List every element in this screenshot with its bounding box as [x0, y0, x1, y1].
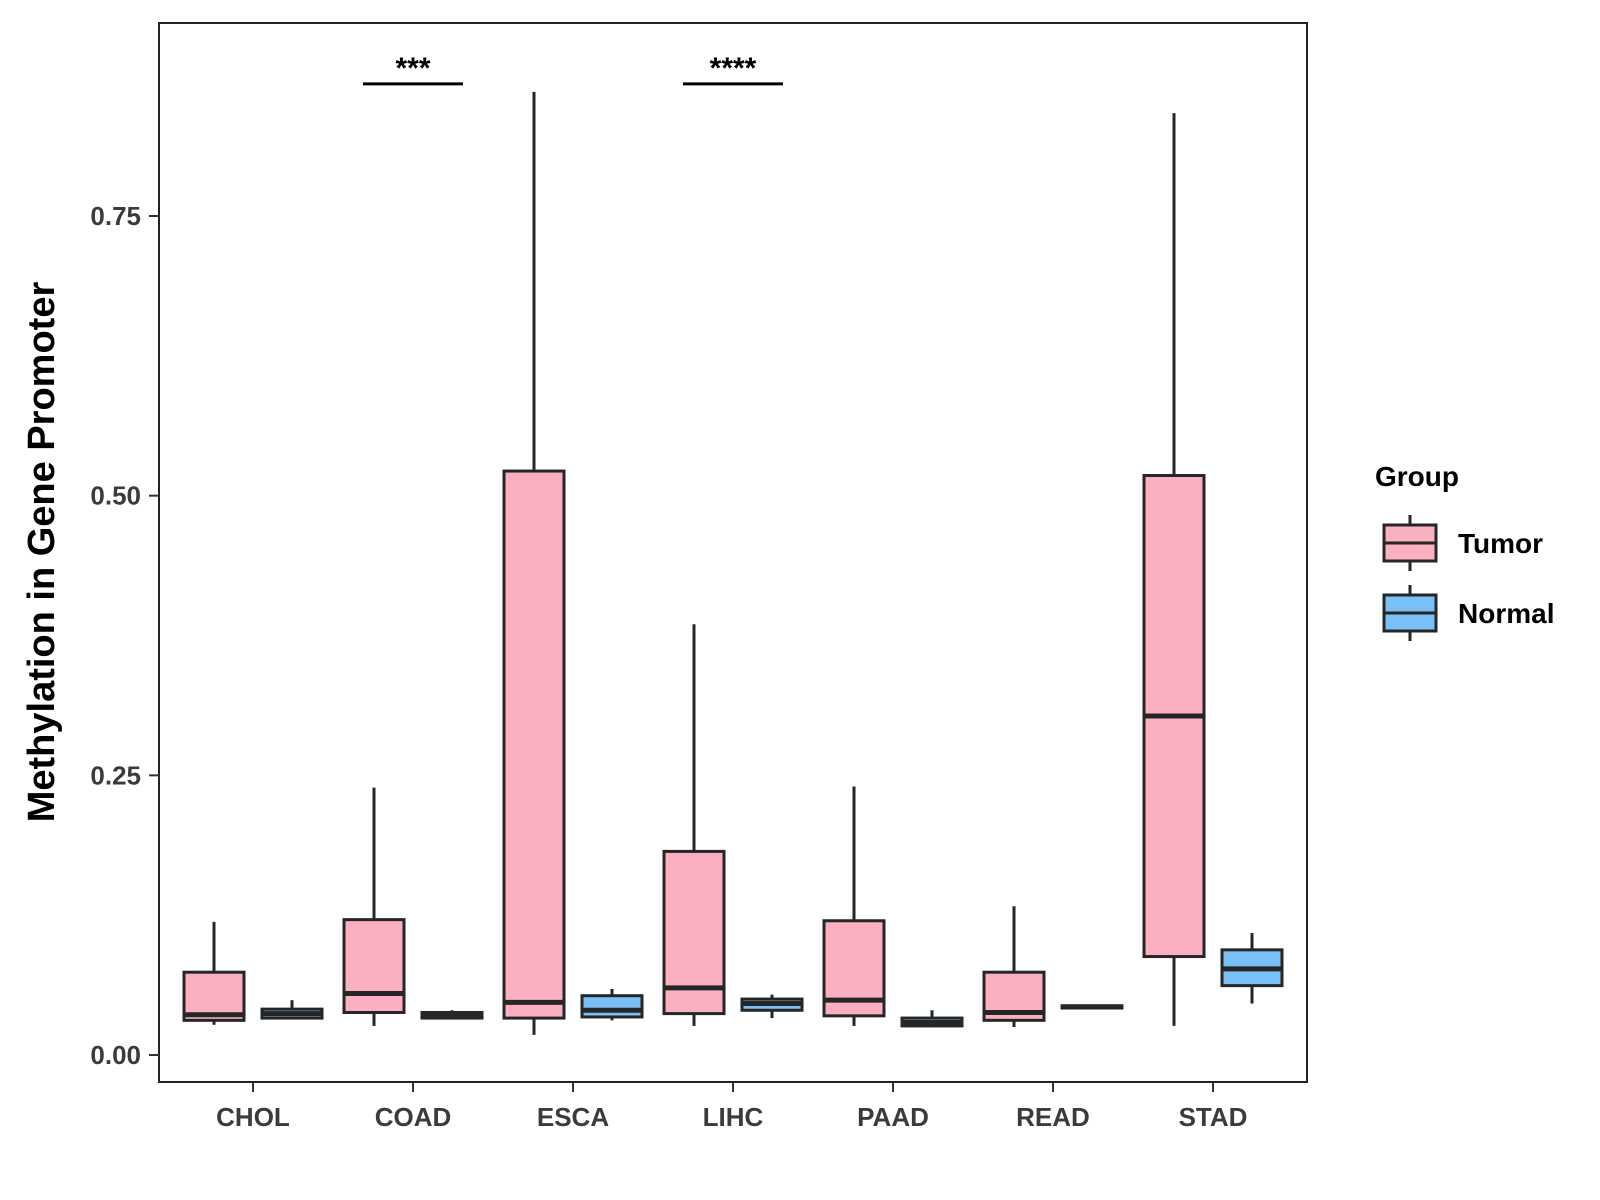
x-axis: CHOL COAD ESCA LIHC PAAD READ STAD — [216, 1082, 1247, 1132]
y-tick-label-3: 0.75 — [90, 201, 141, 231]
normal-chol-box — [260, 1000, 324, 1020]
significance-coad-label: *** — [395, 52, 430, 85]
normal-read-box — [1060, 1004, 1124, 1010]
normal-esca-box — [580, 988, 644, 1021]
y-tick-label-1: 0.25 — [90, 760, 141, 790]
tumor-paad-box — [822, 786, 886, 1026]
x-tick-label-chol: CHOL — [216, 1102, 290, 1132]
x-tick-label-lihc: LIHC — [703, 1102, 764, 1132]
tumor-esca-box — [502, 91, 566, 1035]
chart-marks: *** **** — [182, 52, 1284, 1035]
tumor-chol-box — [182, 921, 246, 1025]
tumor-stad-box — [1142, 113, 1206, 1026]
x-tick-label-paad: PAAD — [857, 1102, 929, 1132]
legend-label-tumor: Tumor — [1458, 528, 1543, 559]
y-axis: 0.00 0.25 0.50 0.75 — [90, 201, 159, 1070]
legend-label-normal: Normal — [1458, 598, 1554, 629]
y-tick-label-2: 0.50 — [90, 481, 141, 511]
tumor-esca-iqr-rect — [502, 469, 566, 1020]
x-tick-label-read: READ — [1016, 1102, 1090, 1132]
normal-esca-iqr-rect — [580, 994, 644, 1019]
x-tick-label-stad: STAD — [1179, 1102, 1248, 1132]
legend-key-normal — [1382, 585, 1438, 641]
normal-coad-box — [420, 1010, 484, 1020]
normal-lihc-box — [740, 994, 804, 1019]
normal-paad-box — [900, 1010, 964, 1028]
legend-title: Group — [1375, 461, 1459, 492]
legend: Group Tumor Normal — [1375, 461, 1554, 641]
tumor-coad-iqr-rect — [342, 918, 406, 1014]
y-tick-label-0: 0.00 — [90, 1040, 141, 1070]
y-axis-title: Methylation in Gene Promoter — [21, 282, 63, 823]
tumor-coad-box — [342, 787, 406, 1026]
normal-stad-box — [1220, 933, 1284, 1004]
x-tick-label-coad: COAD — [375, 1102, 452, 1132]
significance-lihc-label: **** — [710, 52, 757, 85]
tumor-read-box — [982, 906, 1046, 1028]
x-tick-label-esca: ESCA — [537, 1102, 609, 1132]
tumor-lihc-box — [662, 624, 726, 1026]
legend-key-tumor — [1382, 515, 1438, 571]
plot-panel — [158, 22, 1308, 1083]
